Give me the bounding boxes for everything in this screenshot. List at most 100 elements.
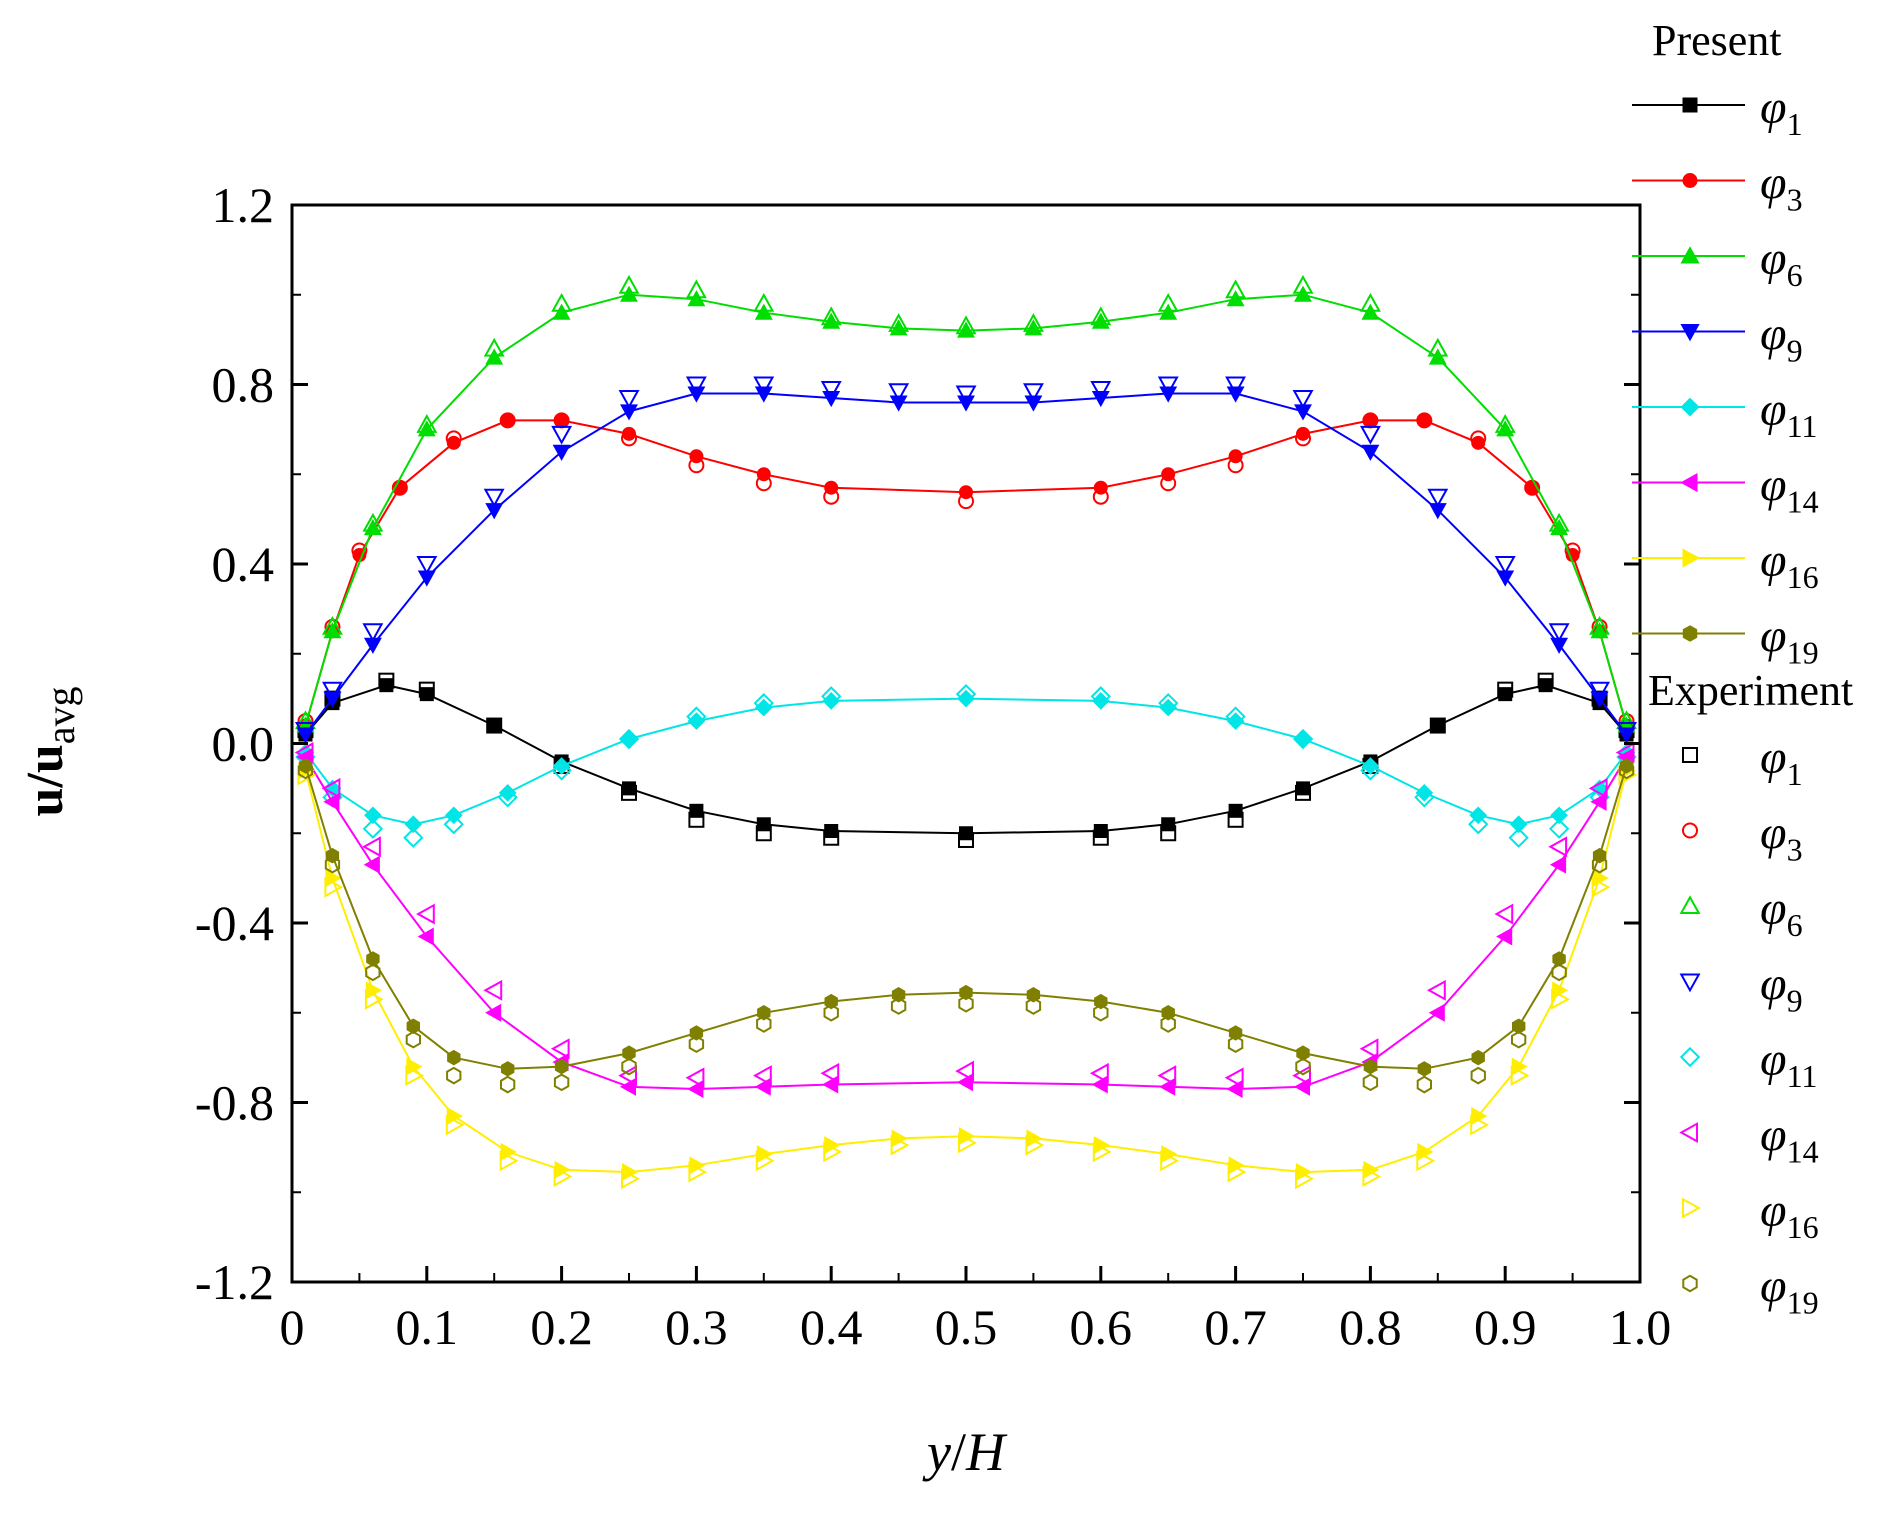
experiment-point [321,777,341,799]
present-point [822,1075,839,1094]
present-point [1592,869,1609,888]
present-point [1293,1077,1310,1096]
present-point [364,806,382,825]
experiment-point [1362,1073,1379,1092]
present-point [889,395,908,412]
experiment-point [823,1003,839,1022]
legend-subscript: 14 [1787,1134,1819,1170]
legend-experiment-marker [1682,1197,1701,1219]
experiment-point [1494,556,1516,575]
present-point [1296,1045,1310,1061]
present-point [501,1061,515,1077]
present-point [554,1160,571,1179]
legend-label: φ16 [1760,1184,1819,1245]
legend-present-marker [1682,173,1698,188]
experiment-point [483,979,503,1001]
legend-experiment-marker [1679,1046,1701,1068]
present-point [446,435,461,450]
present-point [824,993,838,1010]
experiment-point [405,1030,421,1049]
present-point [1428,503,1447,520]
y-label-main: u/u [17,744,74,816]
present-point [956,1073,973,1092]
y-axis-label: u/uavg [17,686,83,816]
present-point [1161,467,1176,482]
present-point [687,712,706,730]
experiment-point [1427,488,1449,508]
present-point [1094,993,1108,1010]
experiment-point [1090,381,1112,400]
legend-subscript: 11 [1787,408,1818,444]
experiment-point [364,988,384,1010]
present-point [957,321,975,338]
legend-subscript: 16 [1787,559,1819,595]
legend-experiment-marker [1682,822,1698,839]
present-point [446,1106,463,1125]
present-point [622,426,636,441]
legend-subscript: 1 [1787,756,1803,792]
experiment-point [618,390,640,409]
legend-subscript: 9 [1787,333,1803,369]
experiment-point [483,488,505,508]
legend-symbol: φ [1760,1109,1787,1162]
legend-symbol: φ [1760,308,1787,361]
present-point [1471,1106,1488,1125]
x-tick-label: 0.6 [1070,1299,1133,1355]
legend-label: φ16 [1760,534,1819,595]
series-φ14 [294,741,1635,1099]
x-tick-label: 0.2 [530,1299,593,1355]
x-tick-label: 0.1 [396,1299,459,1355]
present-point [822,391,841,408]
x-tick-label: 0.8 [1339,1299,1402,1355]
series-φ6 [294,274,1638,733]
experiment-point [958,994,974,1013]
present-point [1590,691,1609,708]
present-point [1361,444,1380,461]
present-point [1159,303,1178,320]
legend-symbol: φ [1760,1033,1787,1086]
present-point [1294,285,1312,302]
legend-experiment-title: Experiment [1648,666,1853,715]
present-point [1512,1018,1526,1034]
legend-label: φ9 [1760,958,1803,1019]
legend-label: φ19 [1760,1260,1819,1321]
present-point [1228,803,1243,818]
legend-label: φ6 [1760,882,1803,943]
experiment-point [1224,1067,1244,1089]
present-point [1550,806,1568,825]
present-point [959,485,973,500]
tick-labels: 0 0.1 0.2 0.3 0.4 0.5 0.6 0.7 0.8 0.9 1.0 -1.2 -0.8 -… [195,177,1671,1355]
experiment-point [688,1035,705,1054]
y-tick-label: 0.8 [212,357,275,413]
present-point [824,480,839,495]
experiment-point [1426,979,1446,1001]
present-point [417,927,434,946]
present-point [1294,730,1312,748]
x-tick-label: 0.4 [800,1299,863,1355]
legend-present-marker [1680,397,1700,417]
legend-subscript: 3 [1787,182,1803,218]
present-point [824,1136,841,1155]
present-point [754,698,773,717]
present-point [552,757,571,775]
present-point [822,691,841,710]
legend-symbol: φ [1760,157,1787,210]
present-line [304,765,1628,1070]
legend-subscript: 19 [1787,1285,1819,1321]
legend-experiment-marker [1679,895,1701,914]
experiment-point [1508,827,1529,848]
present-point [824,824,839,839]
legend-present-marker [1680,472,1698,493]
legend-subscript: 11 [1787,1058,1818,1094]
present-point [379,678,394,693]
experiment-point [890,997,907,1015]
legend-subscript: 16 [1787,1209,1819,1245]
present-point [500,413,515,428]
experiment-point [443,814,464,835]
present-point [1226,290,1245,307]
legend-experiment-marker [1679,973,1701,993]
present-point [444,806,463,825]
experiment-point [1470,1066,1486,1085]
present-point [1093,480,1108,495]
